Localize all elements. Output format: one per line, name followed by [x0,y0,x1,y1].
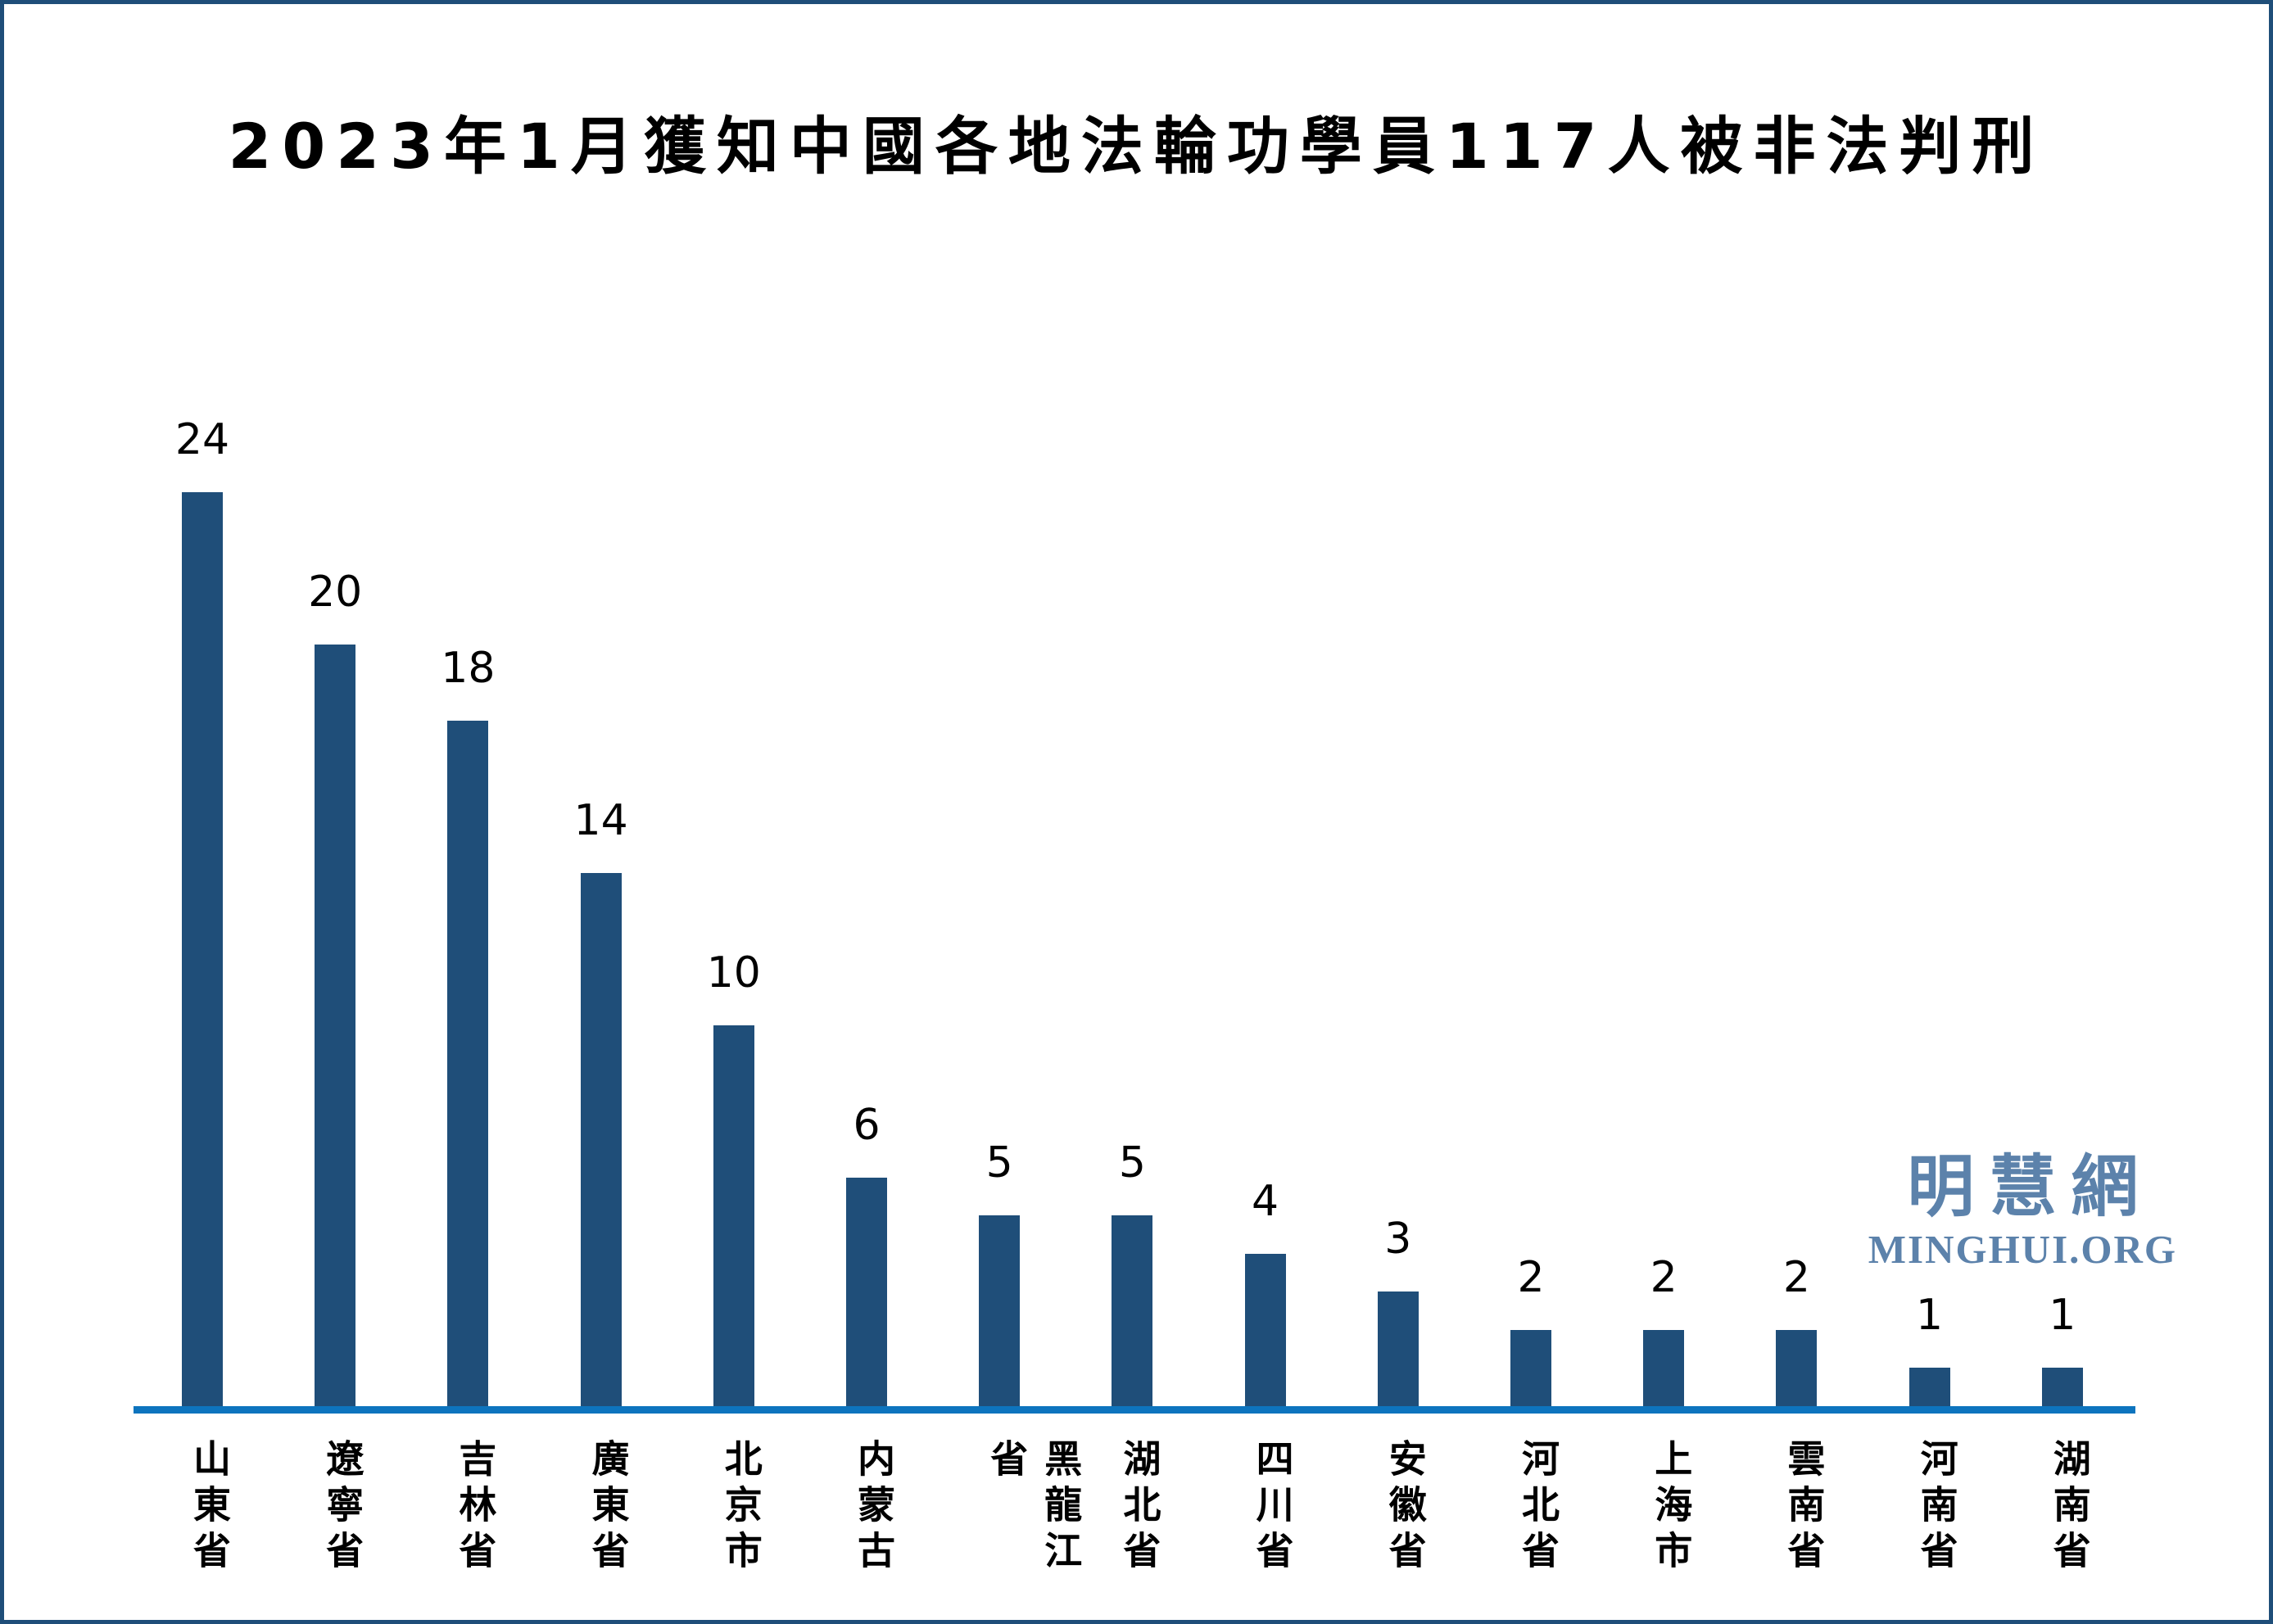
x-axis-label: 安徽省 [1383,1439,1428,1577]
x-axis-label: 雲南省 [1782,1439,1827,1577]
bar [713,1025,754,1406]
x-axis-label: 上海市 [1649,1439,1694,1577]
x-axis-label: 廣東省 [586,1439,631,1577]
x-axis-baseline [134,1406,2135,1414]
x-axis-label: 内蒙古 [852,1439,896,1577]
minghui-logo-cjk: 明慧網 [1907,1148,2153,1226]
bar [1112,1215,1153,1406]
x-axis-label: 北京市 [718,1439,763,1577]
bar [1643,1330,1685,1406]
bar-value-label: 2 [1650,1253,1678,1302]
bar-value-label: 3 [1384,1215,1412,1264]
bar [182,492,223,1406]
bar-value-label: 20 [308,568,363,617]
x-axis-label: 吉林省 [453,1439,498,1577]
x-axis-label: 湖南省 [2047,1439,2092,1577]
bar-value-label: 14 [573,796,628,845]
bar-value-label: 2 [1782,1253,1810,1302]
bar-value-label: 6 [853,1101,881,1150]
bar-value-label: 18 [441,644,496,693]
bar-value-label: 1 [2049,1291,2076,1340]
bar [1244,1254,1286,1406]
x-axis-label: 河南省 [1914,1439,1959,1577]
bar-value-label: 4 [1252,1177,1279,1226]
bar-value-label: 24 [174,415,230,464]
x-axis-label: 河北省 [1516,1439,1560,1577]
x-axis-label: 湖北省 [1117,1439,1162,1577]
x-axis-label: 山東省 [188,1439,232,1577]
bar-value-label: 2 [1517,1253,1545,1302]
bar [1377,1292,1419,1406]
x-axis-label: 遼寧省 [320,1439,365,1577]
watermark: 明慧網 MINGHUI.ORG [1868,1150,2177,1273]
bar [2041,1368,2083,1406]
x-axis-label: 四川省 [1250,1439,1295,1577]
bar [447,721,489,1406]
bar [315,645,356,1406]
bar [979,1215,1021,1406]
bar-value-label: 1 [1916,1291,1944,1340]
bar-value-label: 10 [706,948,761,997]
minghui-logo-url: MINGHUI.ORG [1868,1227,2177,1273]
bar [1510,1330,1551,1406]
bar [1909,1368,1950,1406]
bar-value-label: 5 [1118,1138,1146,1187]
bar-value-label: 5 [985,1138,1013,1187]
bar [580,873,622,1406]
x-axis-label: 黑龍江省 [985,1439,1084,1577]
bar [1776,1330,1818,1406]
bar [846,1178,887,1406]
chart-title: 2023年1月獲知中國各地法輪功學員117人被非法判刑 [228,110,2045,183]
